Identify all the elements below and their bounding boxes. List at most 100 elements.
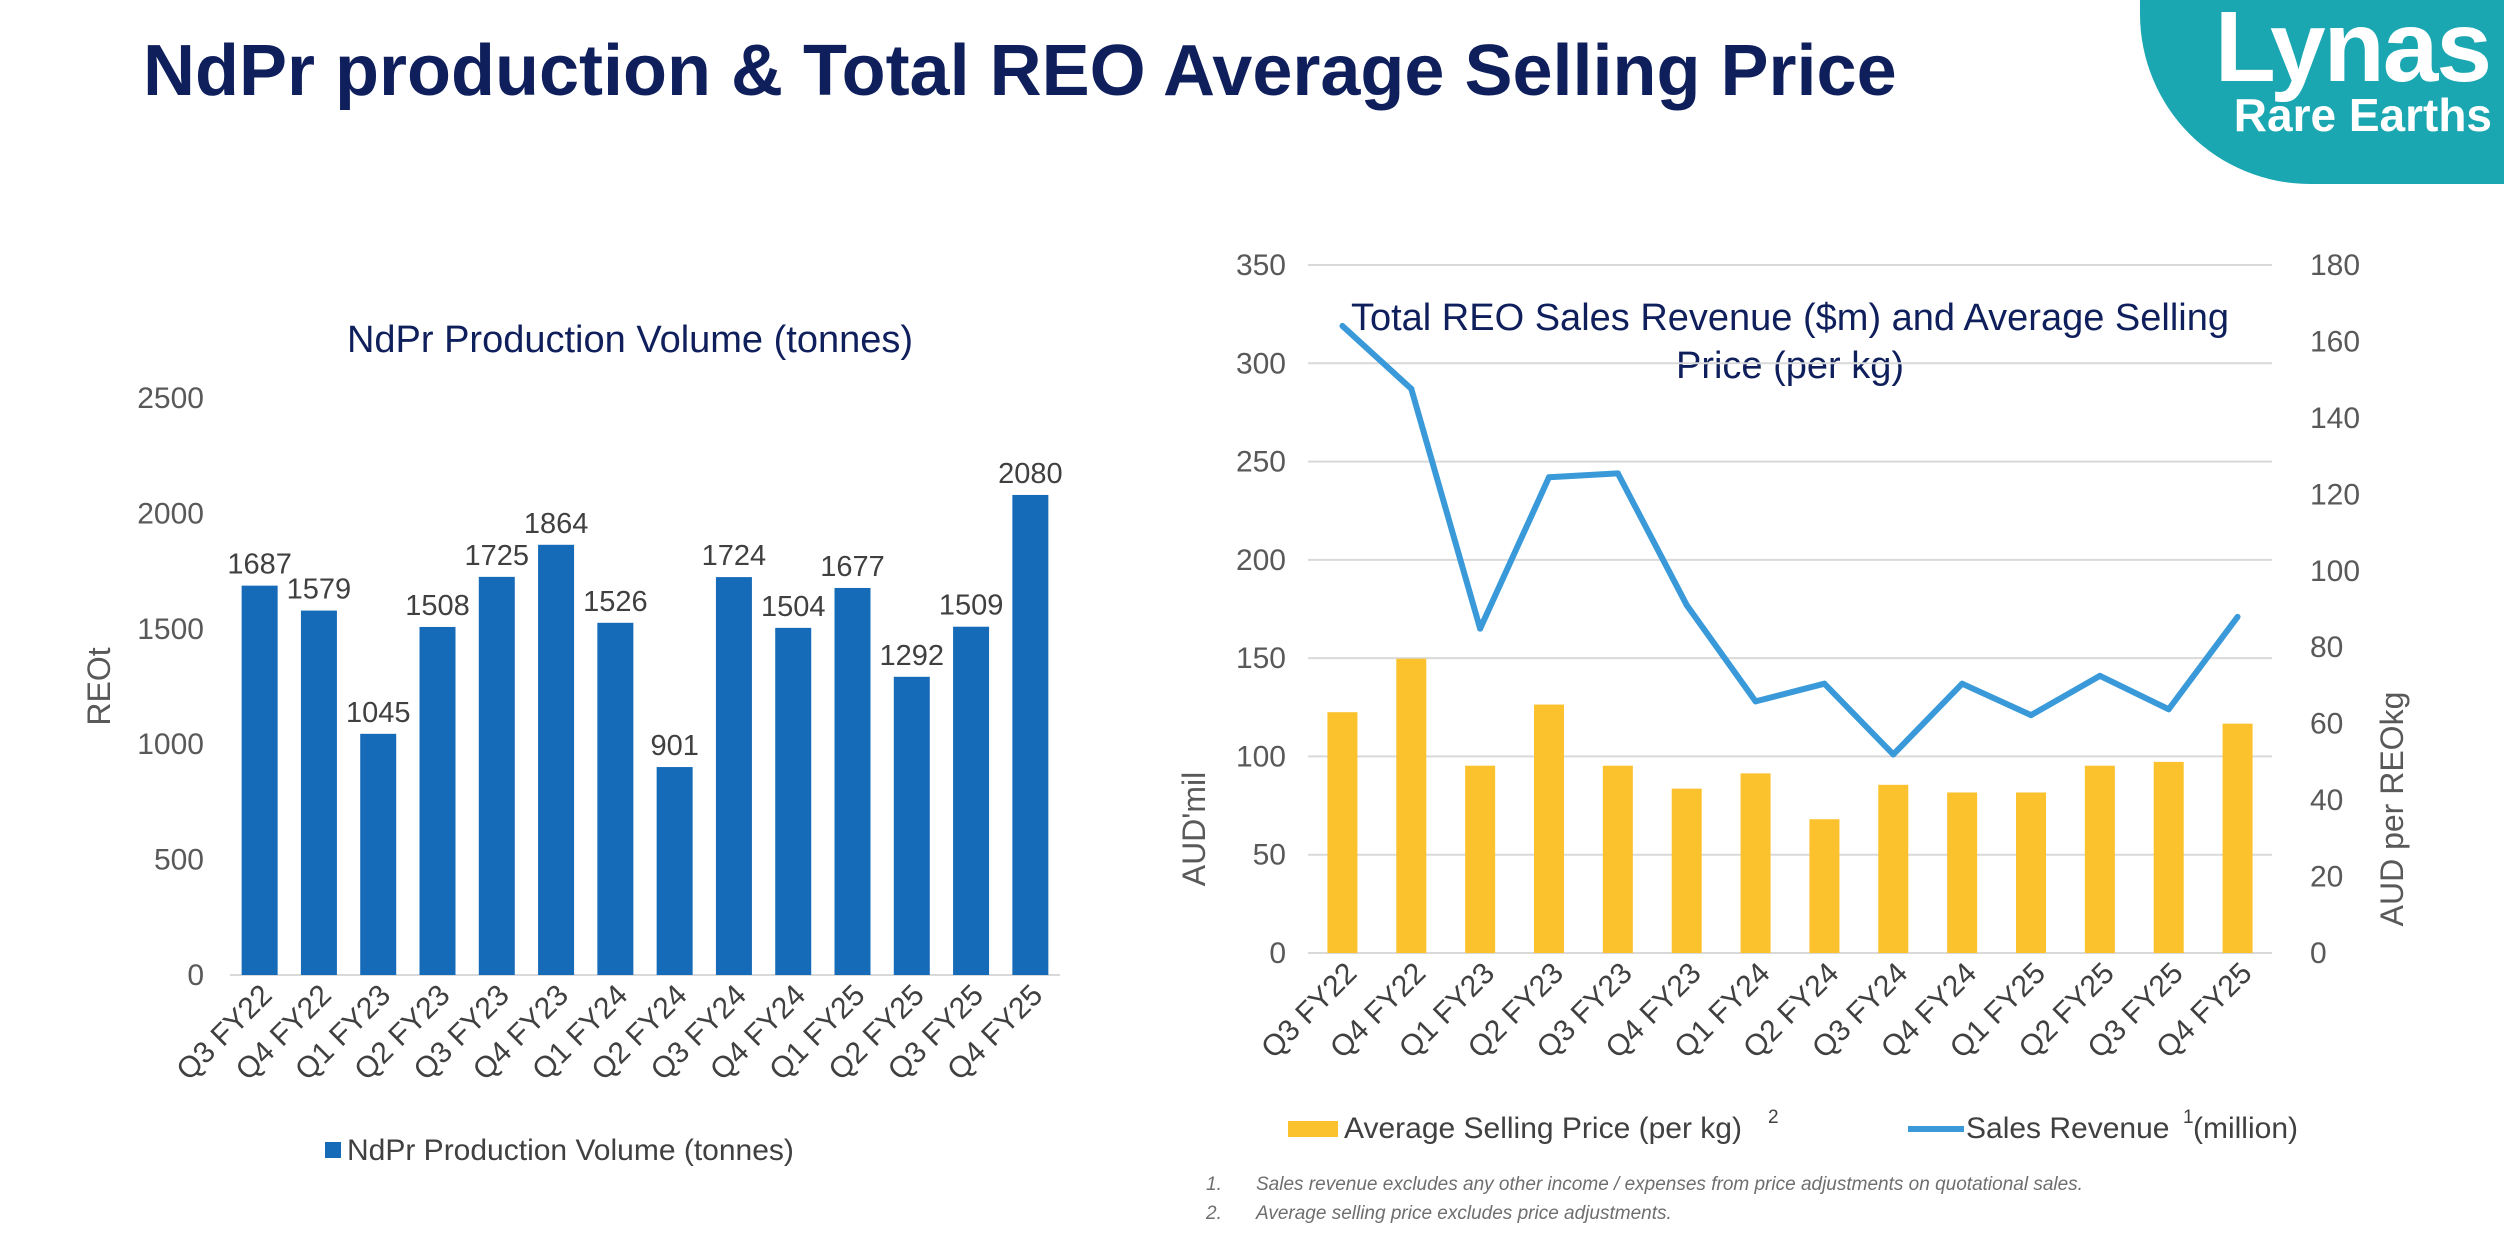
data-label: 1687	[227, 549, 292, 581]
page-title: NdPr production & Total REO Average Sell…	[143, 31, 1897, 111]
footnote-text: Sales revenue excludes any other income …	[1256, 1174, 2083, 1195]
data-label: 1677	[820, 551, 885, 583]
price-bar-q4-fy24	[1947, 792, 1978, 953]
revenue-point	[1821, 680, 1828, 687]
legend-swatch-price	[1288, 1121, 1338, 1137]
y2-tick-label: 0	[2310, 937, 2327, 970]
bar-q2-fy23	[419, 626, 456, 975]
bar-q4-fy23	[538, 544, 575, 975]
revenue-point	[2028, 712, 2034, 719]
data-label: 1724	[702, 540, 767, 572]
bar-q4-fy24	[775, 627, 812, 975]
logo-tagline: Rare Earths	[2233, 89, 2492, 141]
brand-logo: Lynas Rare Earths	[2140, 0, 2504, 184]
revenue-point	[1546, 474, 1552, 481]
price-bar-q1-fy25	[2016, 792, 2046, 953]
data-label: 1509	[939, 590, 1004, 622]
bar-q3-fy24	[715, 577, 752, 975]
y2-tick-label: 100	[2310, 555, 2360, 588]
y-tick-label: 150	[1236, 642, 1286, 675]
bar-q1-fy25	[834, 587, 871, 975]
y-tick-label: 1500	[137, 613, 204, 646]
y-tick-label: 0	[1269, 937, 1286, 970]
revenue-point	[2234, 613, 2241, 620]
revenue-point	[1477, 625, 1484, 632]
y-tick-label: 0	[187, 959, 204, 992]
y-tick-label: 2000	[137, 497, 204, 530]
footnote-1: 1. Sales revenue excludes any other incom…	[1206, 1170, 2083, 1199]
footnotes: 1. Sales revenue excludes any other incom…	[1206, 1170, 2083, 1228]
price-bar-q3-fy22	[1327, 712, 1358, 953]
revenue-point	[1890, 751, 1897, 758]
price-bar-q3-fy23	[1602, 765, 1633, 953]
price-bar-q1-fy24	[1740, 773, 1771, 953]
y-tick-label: 2500	[137, 382, 204, 415]
chart-title-line-1: Total REO Sales Revenue ($m) and Average…	[1351, 297, 2229, 339]
price-bar-q4-fy25	[2222, 723, 2253, 953]
y2-tick-label: 80	[2310, 631, 2343, 664]
revenue-line	[1340, 323, 2240, 758]
sales-revenue-price-chart: Total REO Sales Revenue ($m) and Average…	[1176, 249, 2410, 1145]
legend-label: NdPr Production Volume (tonnes)	[347, 1134, 794, 1167]
y-tick-label: 500	[154, 844, 204, 877]
footnote-number: 1.	[1206, 1174, 1222, 1195]
y2-tick-label: 120	[2310, 478, 2360, 511]
y2-tick-label: 140	[2310, 402, 2360, 435]
bar-q3-fy23	[478, 576, 515, 975]
bar-q3-fy25	[953, 626, 990, 975]
ndpr-production-chart: NdPr Production Volume (tonnes) 0 500 1000 1…	[81, 319, 1063, 1167]
bar-q2-fy25	[893, 676, 930, 975]
bar-q1-fy24	[597, 622, 634, 975]
data-label: 1292	[880, 640, 945, 672]
revenue-point	[1959, 680, 1966, 687]
y-axis-label: AUD'mil	[1176, 772, 1212, 887]
price-bar-q2-fy24	[1809, 819, 1840, 953]
y2-tick-label: 40	[2310, 784, 2343, 817]
y-tick-label: 100	[1236, 740, 1286, 773]
revenue-point	[1752, 698, 1759, 705]
price-bar-q4-fy22	[1396, 658, 1427, 953]
revenue-point	[2096, 672, 2103, 679]
bar-q2-fy24	[656, 767, 693, 975]
legend-swatch	[325, 1142, 341, 1158]
revenue-point	[1339, 322, 1346, 329]
y-tick-label: 350	[1236, 249, 1286, 282]
footnote-number: 2.	[1206, 1203, 1222, 1224]
y2-tick-label: 60	[2310, 708, 2343, 741]
y2-axis-label: AUD per REOkg	[2374, 692, 2410, 927]
legend-superscript: 2	[1768, 1107, 1779, 1128]
y-tick-label: 1000	[137, 728, 204, 761]
y2-tick-label: 160	[2310, 325, 2360, 358]
data-label: 1725	[465, 540, 530, 572]
y-tick-label: 300	[1236, 347, 1286, 380]
bar-q4-fy25	[1012, 494, 1049, 975]
data-label: 2080	[998, 458, 1063, 490]
legend-superscript: 1	[2183, 1107, 2194, 1128]
data-label: 1579	[287, 574, 352, 606]
data-label: 1526	[583, 586, 648, 618]
legend-label-price: Average Selling Price (per kg)	[1344, 1112, 1742, 1145]
legend-label-revenue-suffix: (million)	[2193, 1112, 2298, 1145]
y-tick-label: 200	[1236, 544, 1286, 577]
chart-title: NdPr Production Volume (tonnes)	[347, 319, 913, 361]
y2-tick-label: 180	[2310, 249, 2360, 282]
data-label: 1508	[405, 590, 470, 622]
price-bar-q2-fy23	[1534, 704, 1564, 953]
data-label: 901	[650, 730, 698, 762]
bar-q3-fy22	[241, 585, 278, 975]
revenue-point	[2165, 706, 2172, 713]
price-bar-q3-fy24	[1878, 784, 1909, 953]
revenue-point	[1614, 470, 1621, 477]
revenue-point	[1683, 602, 1690, 609]
legend-label-revenue: Sales Revenue	[1966, 1112, 2169, 1145]
price-bar-q4-fy23	[1671, 788, 1702, 953]
footnote-text: Average selling price excludes price adj…	[1256, 1203, 1672, 1224]
price-bar-q3-fy25	[2153, 761, 2184, 953]
y-tick-label: 250	[1236, 446, 1286, 479]
revenue-point	[1408, 385, 1415, 392]
y-tick-label: 50	[1253, 839, 1286, 872]
data-label: 1045	[346, 697, 411, 729]
data-label: 1504	[761, 591, 826, 623]
bar-q1-fy23	[360, 733, 397, 975]
bar-q4-fy22	[300, 610, 337, 975]
